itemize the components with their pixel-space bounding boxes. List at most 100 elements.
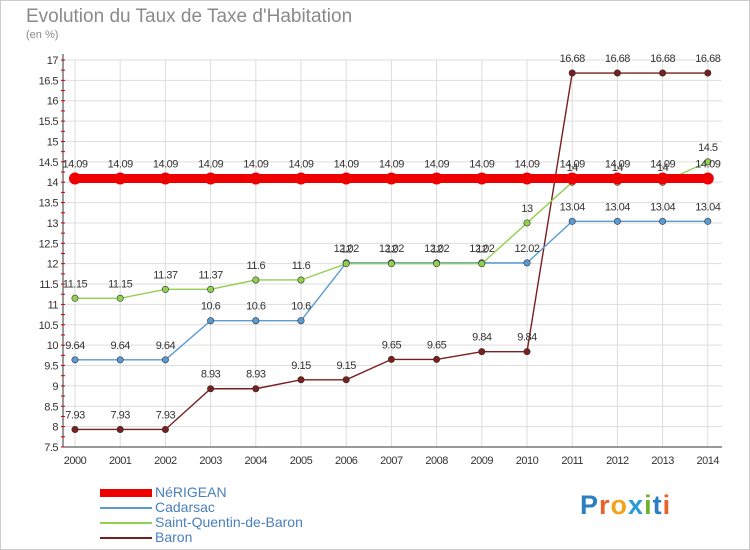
x-tick-label: 2006 bbox=[335, 455, 358, 467]
data-label-cadarsac: 12.02 bbox=[334, 243, 359, 255]
y-tick-label: 16 bbox=[47, 96, 59, 108]
data-point-n-rigean bbox=[295, 172, 307, 185]
data-point-cadarsac bbox=[71, 356, 79, 364]
data-point-saint-quentin-de-baron bbox=[342, 260, 350, 268]
data-point-saint-quentin-de-baron bbox=[478, 260, 486, 268]
y-tick-label: 17 bbox=[47, 55, 59, 67]
data-label-baron: 9.65 bbox=[382, 339, 402, 351]
data-point-saint-quentin-de-baron bbox=[433, 260, 441, 268]
data-point-baron bbox=[207, 385, 215, 393]
x-tick-label: 2005 bbox=[290, 455, 313, 467]
data-point-baron bbox=[568, 69, 576, 77]
y-tick-label: 14.5 bbox=[39, 157, 59, 169]
data-label-saint-quentin-de-baron: 14.5 bbox=[698, 142, 718, 154]
data-label-n-rigean: 14.09 bbox=[243, 159, 268, 171]
data-label-saint-quentin-de-baron: 11.37 bbox=[153, 269, 178, 281]
legend-label-cadarsac: Cadarsac bbox=[155, 499, 215, 515]
data-label-cadarsac: 13.04 bbox=[650, 201, 675, 213]
data-point-n-rigean bbox=[204, 172, 217, 185]
data-point-baron bbox=[297, 376, 305, 384]
y-tick-label: 14 bbox=[47, 177, 59, 189]
y-tick-label: 7.5 bbox=[44, 442, 58, 454]
data-point-n-rigean bbox=[249, 172, 262, 185]
data-label-saint-quentin-de-baron: 12 bbox=[431, 244, 443, 256]
logo-letter: P bbox=[580, 490, 600, 520]
data-point-n-rigean bbox=[656, 172, 669, 185]
data-point-cadarsac bbox=[297, 317, 305, 325]
y-tick-label: 13.5 bbox=[39, 198, 59, 210]
data-label-cadarsac: 13.04 bbox=[560, 201, 585, 213]
x-tick-label: 2014 bbox=[697, 455, 720, 467]
data-label-saint-quentin-de-baron: 14 bbox=[657, 162, 669, 174]
data-point-cadarsac bbox=[252, 317, 260, 325]
data-label-baron: 8.93 bbox=[246, 369, 266, 381]
logo-letter: t bbox=[652, 490, 663, 520]
data-point-baron bbox=[478, 348, 486, 356]
data-point-saint-quentin-de-baron bbox=[161, 285, 169, 293]
y-tick-label: 8 bbox=[52, 422, 58, 434]
data-point-baron bbox=[704, 69, 712, 77]
data-point-cadarsac bbox=[161, 356, 169, 364]
y-tick-label: 15.5 bbox=[39, 116, 59, 128]
data-point-saint-quentin-de-baron bbox=[297, 276, 305, 284]
data-label-n-rigean: 14.09 bbox=[469, 159, 494, 171]
legend-swatch-nerigean bbox=[100, 489, 152, 497]
logo-letter: i bbox=[644, 490, 653, 520]
data-label-n-rigean: 14.09 bbox=[560, 159, 585, 171]
data-point-cadarsac bbox=[568, 217, 576, 225]
x-tick-label: 2009 bbox=[471, 455, 494, 467]
x-tick-label: 2004 bbox=[245, 455, 268, 467]
logo-letter: x bbox=[628, 490, 645, 520]
data-label-n-rigean: 14.09 bbox=[695, 159, 720, 171]
data-label-baron: 16.68 bbox=[605, 53, 630, 65]
x-tick-label: 2007 bbox=[380, 455, 403, 467]
data-label-cadarsac: 13.04 bbox=[605, 201, 630, 213]
data-label-cadarsac: 9.64 bbox=[156, 340, 176, 352]
data-point-n-rigean bbox=[430, 172, 443, 185]
data-point-baron bbox=[387, 355, 395, 363]
chart-title: Evolution du Taux de Taxe d'Habitation bbox=[26, 6, 353, 27]
data-point-n-rigean bbox=[521, 172, 533, 185]
data-label-baron: 7.93 bbox=[156, 409, 176, 421]
data-label-cadarsac: 12.02 bbox=[379, 243, 404, 255]
data-label-baron: 16.68 bbox=[695, 53, 720, 65]
data-label-baron: 16.68 bbox=[560, 53, 585, 65]
data-label-n-rigean: 14.09 bbox=[605, 159, 630, 171]
data-label-baron: 9.15 bbox=[291, 360, 311, 372]
x-tick-label: 2008 bbox=[425, 455, 448, 467]
data-point-n-rigean bbox=[475, 172, 488, 185]
data-point-n-rigean bbox=[385, 172, 398, 185]
data-label-baron: 16.68 bbox=[650, 53, 675, 65]
data-label-n-rigean: 14.09 bbox=[379, 159, 404, 171]
plot-area bbox=[63, 60, 722, 447]
y-tick-label: 10.5 bbox=[39, 320, 59, 332]
data-label-cadarsac: 13.04 bbox=[695, 201, 720, 213]
y-tick-label: 12.5 bbox=[39, 238, 59, 250]
data-label-saint-quentin-de-baron: 14 bbox=[567, 162, 579, 174]
data-label-saint-quentin-de-baron: 13 bbox=[521, 203, 533, 215]
y-tick-label: 12 bbox=[47, 259, 59, 271]
data-label-saint-quentin-de-baron: 12 bbox=[476, 244, 488, 256]
proxiti-logo[interactable]: Proxiti bbox=[580, 490, 671, 521]
data-point-baron bbox=[613, 69, 621, 77]
data-label-cadarsac: 10.6 bbox=[291, 301, 311, 313]
data-label-cadarsac: 12.02 bbox=[469, 243, 494, 255]
y-tick-label: 11.5 bbox=[39, 279, 58, 291]
data-point-baron bbox=[523, 348, 531, 356]
x-tick-label: 2013 bbox=[651, 455, 674, 467]
data-label-cadarsac: 9.64 bbox=[65, 340, 85, 352]
data-label-baron: 9.65 bbox=[427, 339, 447, 351]
legend-swatch-saint-quentin-de-baron bbox=[100, 522, 152, 524]
data-point-n-rigean bbox=[114, 172, 127, 185]
data-point-saint-quentin-de-baron bbox=[116, 294, 124, 302]
logo-letter: r bbox=[599, 490, 611, 520]
y-tick-label: 9.5 bbox=[44, 361, 58, 373]
x-tick-label: 2011 bbox=[561, 455, 583, 467]
chart-subtitle: (en %) bbox=[26, 29, 59, 41]
data-label-n-rigean: 14.09 bbox=[650, 159, 675, 171]
legend-swatch-baron bbox=[100, 537, 152, 539]
data-label-baron: 9.15 bbox=[336, 360, 356, 372]
data-point-baron bbox=[659, 69, 667, 77]
data-point-baron bbox=[116, 425, 124, 433]
